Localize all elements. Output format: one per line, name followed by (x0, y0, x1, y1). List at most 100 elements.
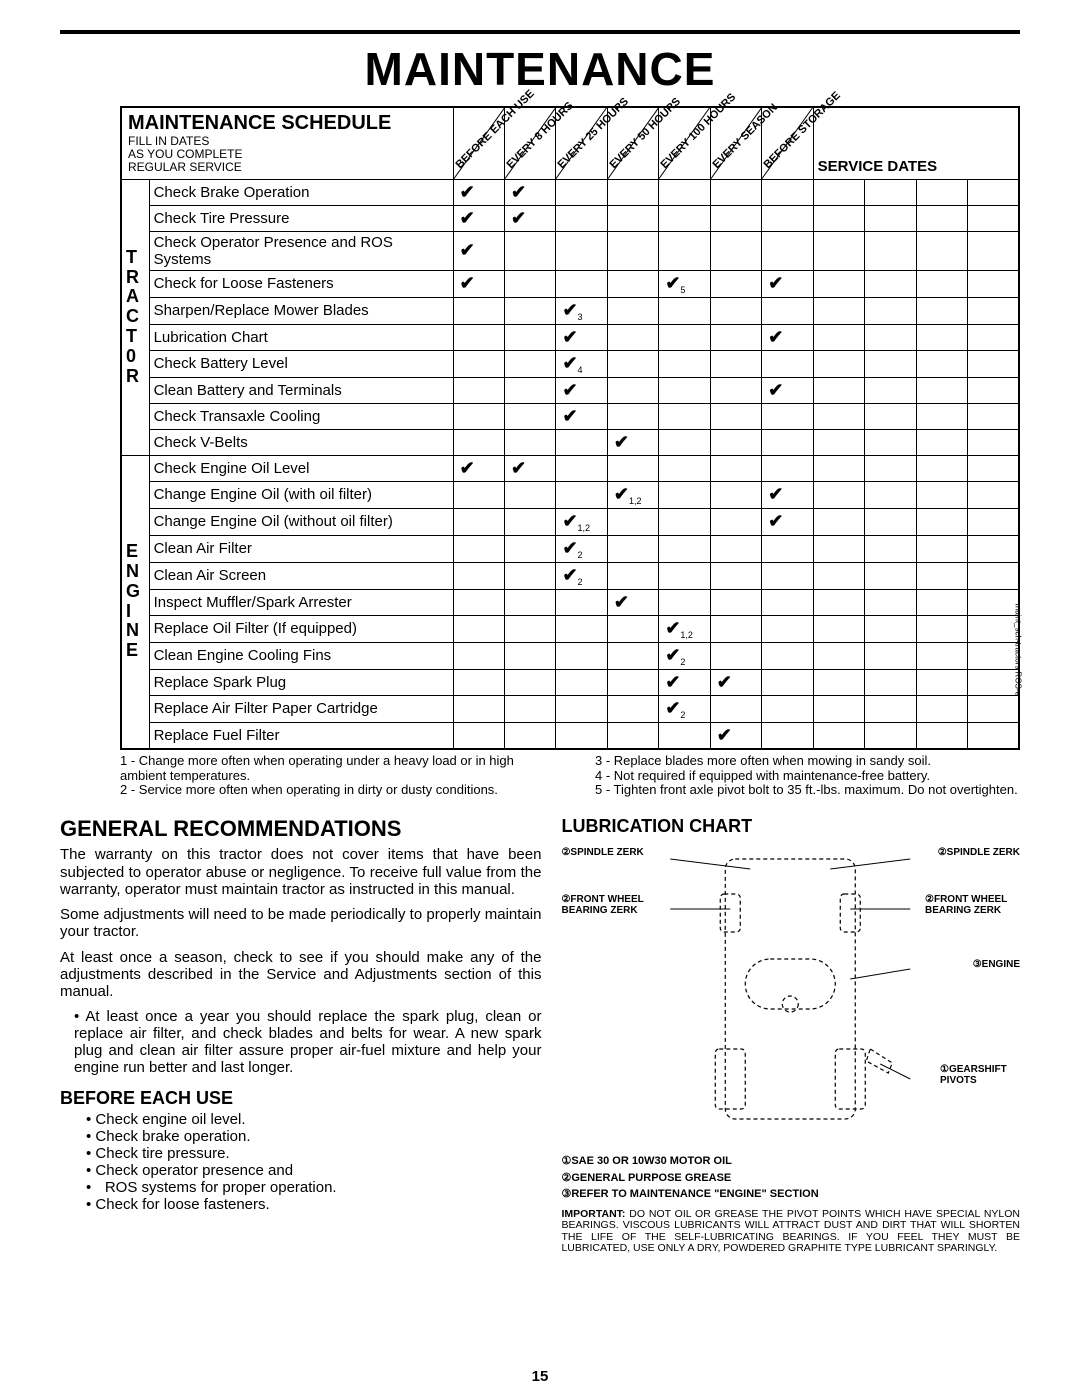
service-date-cell[interactable] (813, 722, 864, 749)
service-date-cell[interactable] (813, 615, 864, 642)
service-date-cell[interactable] (967, 642, 1019, 669)
lubrication-legend: ①SAE 30 OR 10W30 MOTOR OIL②GENERAL PURPO… (561, 1153, 1020, 1203)
service-date-cell[interactable] (865, 403, 916, 429)
service-date-cell[interactable] (916, 722, 967, 749)
service-date-cell[interactable] (967, 297, 1019, 324)
service-date-cell[interactable] (813, 508, 864, 535)
service-date-cell[interactable] (967, 429, 1019, 455)
service-date-cell[interactable] (967, 535, 1019, 562)
page-title: MAINTENANCE (60, 42, 1020, 96)
service-date-cell[interactable] (916, 589, 967, 615)
service-date-cell[interactable] (813, 642, 864, 669)
service-date-cell[interactable] (865, 179, 916, 205)
service-date-cell[interactable] (865, 297, 916, 324)
service-date-cell[interactable] (865, 695, 916, 722)
service-date-cell[interactable] (813, 179, 864, 205)
service-date-cell[interactable] (813, 589, 864, 615)
service-date-cell[interactable] (967, 350, 1019, 377)
check-cell (607, 669, 658, 695)
before-item: Check brake operation. (86, 1128, 541, 1145)
service-date-cell[interactable] (916, 179, 967, 205)
service-date-cell[interactable] (967, 508, 1019, 535)
service-date-cell[interactable] (813, 669, 864, 695)
task-label: Check Transaxle Cooling (149, 403, 453, 429)
service-date-cell[interactable] (865, 669, 916, 695)
service-date-cell[interactable] (865, 535, 916, 562)
service-date-cell[interactable] (865, 722, 916, 749)
service-date-cell[interactable] (967, 562, 1019, 589)
service-date-cell[interactable] (967, 455, 1019, 481)
service-date-cell[interactable] (967, 403, 1019, 429)
service-date-cell[interactable] (916, 562, 967, 589)
service-date-cell[interactable] (916, 377, 967, 403)
service-date-cell[interactable] (967, 377, 1019, 403)
service-date-cell[interactable] (813, 350, 864, 377)
service-date-cell[interactable] (865, 205, 916, 231)
service-date-cell[interactable] (865, 615, 916, 642)
service-date-cell[interactable] (813, 481, 864, 508)
lube-label-spindle-right: ②SPINDLE ZERK (938, 847, 1020, 858)
service-date-cell[interactable] (916, 455, 967, 481)
footnote: 1 - Change more often when operating und… (120, 754, 545, 784)
service-date-cell[interactable] (916, 205, 967, 231)
service-date-cell[interactable] (865, 481, 916, 508)
service-date-cell[interactable] (813, 297, 864, 324)
service-date-cell[interactable] (916, 231, 967, 270)
service-date-cell[interactable] (865, 429, 916, 455)
service-date-cell[interactable] (967, 231, 1019, 270)
service-date-cell[interactable] (916, 508, 967, 535)
service-date-cell[interactable] (813, 429, 864, 455)
service-date-cell[interactable] (916, 429, 967, 455)
service-date-cell[interactable] (967, 669, 1019, 695)
service-date-cell[interactable] (865, 324, 916, 350)
service-date-cell[interactable] (865, 270, 916, 297)
service-date-cell[interactable] (916, 403, 967, 429)
service-date-cell[interactable] (813, 695, 864, 722)
service-date-cell[interactable] (865, 562, 916, 589)
service-date-cell[interactable] (967, 722, 1019, 749)
service-date-cell[interactable] (916, 270, 967, 297)
check-cell (505, 270, 556, 297)
service-date-cell[interactable] (813, 535, 864, 562)
service-date-cell[interactable] (813, 562, 864, 589)
service-date-cell[interactable] (967, 324, 1019, 350)
service-date-cell[interactable] (916, 481, 967, 508)
service-date-cell[interactable] (967, 589, 1019, 615)
service-date-cell[interactable] (967, 615, 1019, 642)
general-p3: At least once a season, check to see if … (60, 949, 541, 1001)
check-cell (453, 403, 504, 429)
service-date-cell[interactable] (865, 231, 916, 270)
service-date-cell[interactable] (967, 695, 1019, 722)
interval-col-2: EVERY 25 HOURS (556, 107, 607, 179)
service-date-cell[interactable] (916, 350, 967, 377)
service-date-cell[interactable] (916, 535, 967, 562)
service-date-cell[interactable] (916, 669, 967, 695)
service-date-cell[interactable] (916, 324, 967, 350)
service-date-cell[interactable] (813, 324, 864, 350)
service-date-cell[interactable] (967, 270, 1019, 297)
check-cell (659, 429, 710, 455)
service-date-cell[interactable] (865, 642, 916, 669)
service-date-cell[interactable] (967, 179, 1019, 205)
service-date-cell[interactable] (865, 350, 916, 377)
check-cell (505, 324, 556, 350)
service-date-cell[interactable] (967, 205, 1019, 231)
service-date-cell[interactable] (916, 695, 967, 722)
service-date-cell[interactable] (813, 455, 864, 481)
service-date-cell[interactable] (865, 455, 916, 481)
vertical-caption: maint_sch-tractors ROS-e (1013, 604, 1022, 696)
service-date-cell[interactable] (865, 377, 916, 403)
service-date-cell[interactable] (865, 589, 916, 615)
service-date-cell[interactable] (813, 205, 864, 231)
service-date-cell[interactable] (916, 642, 967, 669)
service-date-cell[interactable] (813, 270, 864, 297)
service-date-cell[interactable] (813, 377, 864, 403)
service-date-cell[interactable] (916, 297, 967, 324)
service-date-cell[interactable] (916, 615, 967, 642)
service-date-cell[interactable] (967, 481, 1019, 508)
check-cell (659, 508, 710, 535)
service-date-cell[interactable] (813, 403, 864, 429)
check-cell (659, 377, 710, 403)
service-date-cell[interactable] (865, 508, 916, 535)
service-date-cell[interactable] (813, 231, 864, 270)
